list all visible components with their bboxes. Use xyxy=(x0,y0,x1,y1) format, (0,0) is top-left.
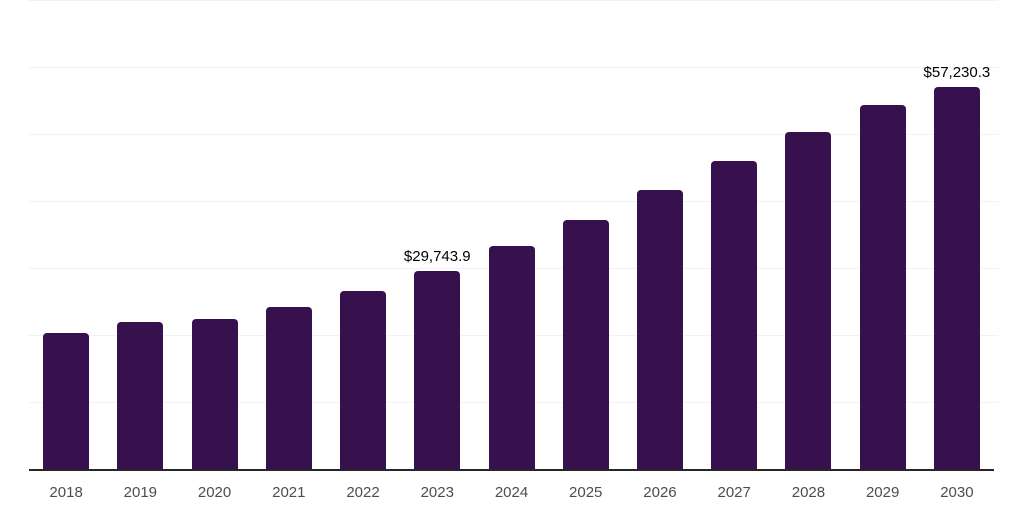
x-tick-label-2020: 2020 xyxy=(197,484,232,501)
plot-area: $29,743.9 $57,230.3 xyxy=(29,0,998,471)
bar-2029 xyxy=(859,104,906,470)
x-tick-label-2029: 2029 xyxy=(865,484,900,501)
bar-2020 xyxy=(191,318,238,470)
x-tick-label-2019: 2019 xyxy=(123,484,158,501)
data-label-2023: $29,743.9 xyxy=(403,247,471,265)
x-tick-label-2030: 2030 xyxy=(940,484,974,501)
gridline xyxy=(29,0,998,1)
bar-2022 xyxy=(340,290,387,470)
gridline xyxy=(29,67,998,68)
gridline xyxy=(29,201,998,202)
bar-2028 xyxy=(785,132,832,470)
bar-2023 xyxy=(414,270,461,470)
bar-2021 xyxy=(265,306,312,470)
x-tick-label-2027: 2027 xyxy=(717,484,751,501)
bar-2024 xyxy=(488,245,535,470)
x-tick-label-2024: 2024 xyxy=(494,484,529,501)
data-label-2030: $57,230.3 xyxy=(923,63,991,81)
bar-2026 xyxy=(636,189,683,470)
bar-2030 xyxy=(933,86,980,470)
x-tick-label-2025: 2025 xyxy=(569,484,603,501)
bar-2027 xyxy=(711,160,758,470)
x-tick-label-2028: 2028 xyxy=(791,484,826,501)
bar-2019 xyxy=(117,321,164,470)
x-tick-label-2018: 2018 xyxy=(49,484,83,501)
gridline xyxy=(29,134,998,135)
x-tick-label-2026: 2026 xyxy=(643,484,677,501)
x-tick-label-2021: 2021 xyxy=(272,484,306,501)
x-tick-label-2022: 2022 xyxy=(346,484,380,501)
x-axis-line xyxy=(29,469,994,471)
bar-2025 xyxy=(562,219,609,470)
x-tick-label-2023: 2023 xyxy=(420,484,454,501)
bar-2018 xyxy=(43,332,90,470)
